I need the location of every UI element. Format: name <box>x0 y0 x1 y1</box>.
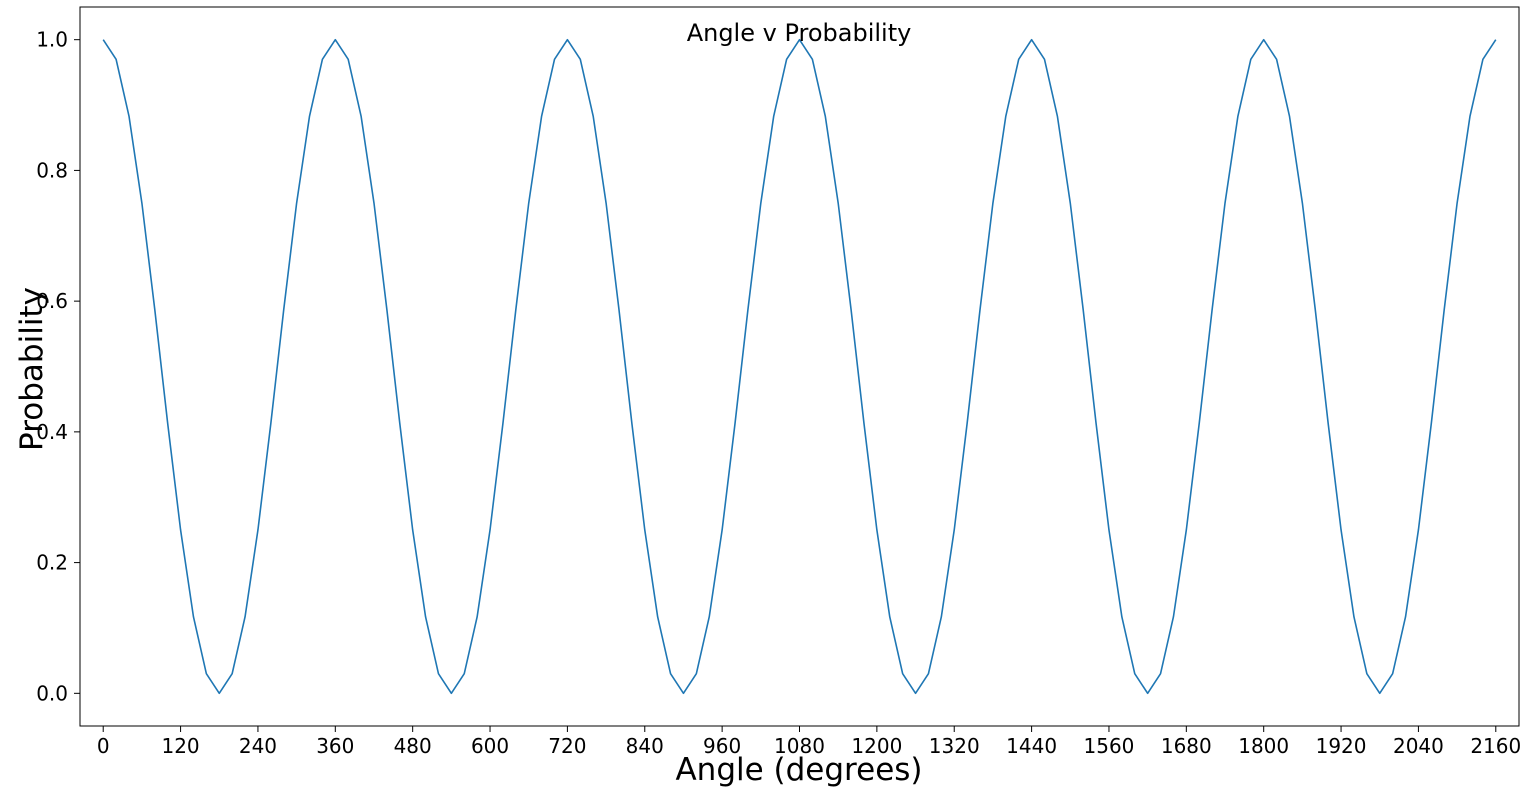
x-tick-label: 360 <box>316 734 354 758</box>
x-tick-label: 1080 <box>774 734 825 758</box>
y-tick-label: 0.0 <box>36 681 68 705</box>
series-line-probability <box>102 38 1497 695</box>
x-tick-label: 1560 <box>1084 734 1135 758</box>
x-tick-label: 960 <box>703 734 741 758</box>
y-tick-label: 1.0 <box>36 28 68 52</box>
x-tick-label: 1920 <box>1316 734 1367 758</box>
x-tick-label: 1440 <box>1006 734 1057 758</box>
x-tick-label: 600 <box>471 734 509 758</box>
x-tick-label: 480 <box>394 734 432 758</box>
x-axis: 0 120 240 360 480 600 720 840 960 1080 1200 1320 144… <box>97 726 1521 758</box>
y-tick-label: 0.8 <box>36 158 68 182</box>
x-tick-label: 2160 <box>1470 734 1521 758</box>
x-tick-label: 120 <box>161 734 199 758</box>
y-tick-label: 0.6 <box>36 289 68 313</box>
series-layer <box>102 38 1497 695</box>
y-axis-title: Probability <box>14 287 50 451</box>
x-tick-label: 240 <box>239 734 277 758</box>
y-tick-label: 0.2 <box>36 551 68 575</box>
chart-title: Angle v Probability <box>687 19 912 47</box>
y-axis: 0.0 0.2 0.4 0.6 0.8 1.0 <box>36 28 80 705</box>
x-tick-label: 1200 <box>851 734 902 758</box>
x-axis-title: Angle (degrees) <box>675 752 922 788</box>
x-tick-label: 720 <box>548 734 586 758</box>
x-tick-label: 1320 <box>929 734 980 758</box>
x-tick-label: 1680 <box>1161 734 1212 758</box>
x-tick-label: 0 <box>97 734 110 758</box>
x-tick-label: 840 <box>626 734 664 758</box>
y-tick-label: 0.4 <box>36 420 68 444</box>
x-tick-label: 2040 <box>1393 734 1444 758</box>
x-tick-label: 1800 <box>1238 734 1289 758</box>
